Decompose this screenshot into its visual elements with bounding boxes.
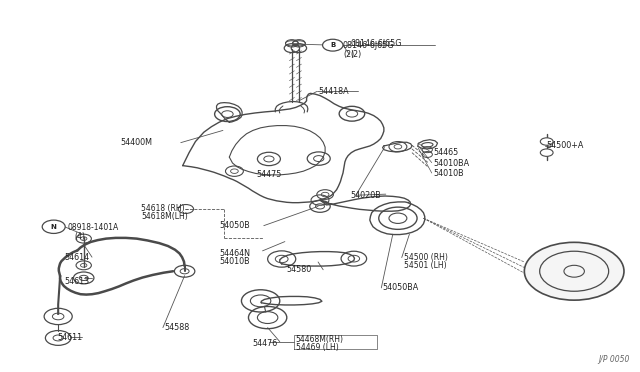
Text: 54475: 54475 xyxy=(256,170,282,179)
Text: 54020B: 54020B xyxy=(351,191,381,200)
Text: 54468M(RH): 54468M(RH) xyxy=(296,334,344,344)
Circle shape xyxy=(540,149,553,156)
Text: 54476: 54476 xyxy=(252,339,278,348)
Text: 54050B: 54050B xyxy=(219,221,250,230)
Text: 54469 (LH): 54469 (LH) xyxy=(296,343,339,352)
Text: 08146-6J65G: 08146-6J65G xyxy=(343,41,394,50)
Text: 54611: 54611 xyxy=(57,333,82,342)
Circle shape xyxy=(323,39,343,51)
Text: B: B xyxy=(330,42,335,48)
Text: (2): (2) xyxy=(351,50,362,59)
Text: 08918-1401A: 08918-1401A xyxy=(68,223,119,232)
Text: 54500 (RH): 54500 (RH) xyxy=(404,253,447,262)
Text: 54418A: 54418A xyxy=(318,87,349,96)
Text: N: N xyxy=(51,224,56,230)
Text: (2): (2) xyxy=(343,50,355,59)
Circle shape xyxy=(540,138,553,145)
Text: (4): (4) xyxy=(75,232,86,241)
Text: 54464N: 54464N xyxy=(219,249,250,258)
Text: 54614: 54614 xyxy=(65,253,90,262)
Text: 54501 (LH): 54501 (LH) xyxy=(404,261,446,270)
Text: 54010BA: 54010BA xyxy=(434,158,470,167)
Text: 54618 (RH): 54618 (RH) xyxy=(141,204,185,213)
Text: 08146-6J65G: 08146-6J65G xyxy=(351,39,402,48)
Circle shape xyxy=(42,220,65,234)
Text: 54618M(LH): 54618M(LH) xyxy=(141,212,188,221)
Text: 54580: 54580 xyxy=(286,265,312,274)
Circle shape xyxy=(524,242,624,300)
Text: 54588: 54588 xyxy=(164,323,189,332)
Text: 54050BA: 54050BA xyxy=(383,283,419,292)
Text: 54500+A: 54500+A xyxy=(547,141,584,151)
Text: 54613: 54613 xyxy=(65,277,90,286)
Text: 54010B: 54010B xyxy=(219,257,250,266)
Text: J/P 0050: J/P 0050 xyxy=(598,355,630,364)
Text: 54010B: 54010B xyxy=(434,169,464,177)
Text: 54465: 54465 xyxy=(434,148,459,157)
Text: 54400M: 54400M xyxy=(121,138,153,147)
